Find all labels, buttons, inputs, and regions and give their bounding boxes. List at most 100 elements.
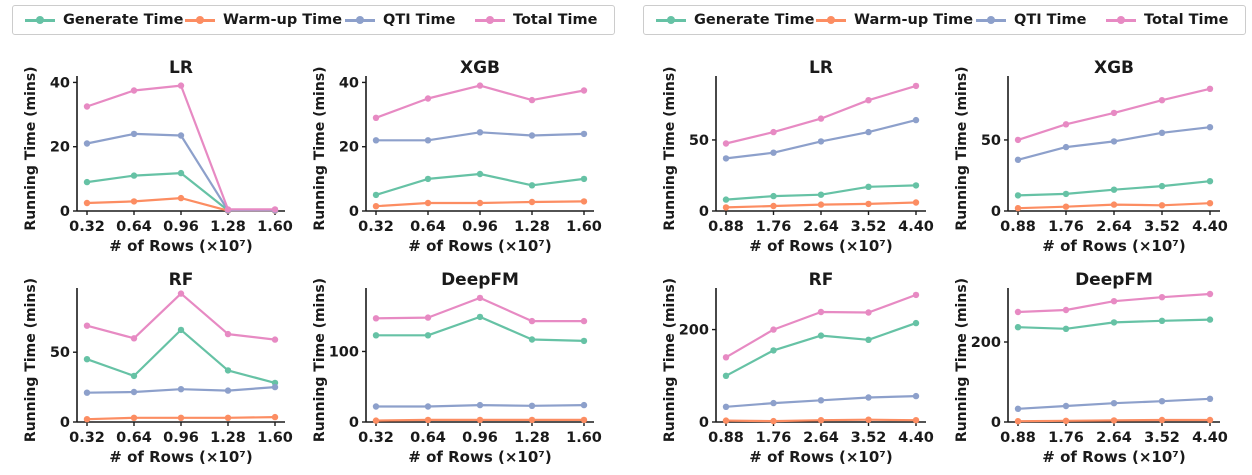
data-point-total	[528, 317, 536, 325]
data-point-qti	[424, 403, 432, 410]
data-point-total	[83, 322, 91, 329]
series-line-total	[725, 84, 917, 145]
data-point-qti	[817, 397, 825, 404]
subplot-title: XGB	[1094, 58, 1134, 78]
data-point-qti	[912, 116, 920, 124]
data-point-generate	[1062, 325, 1070, 332]
legend-swatch-generate	[656, 13, 686, 27]
data-point-generate	[722, 372, 730, 379]
x-tick-label: 4.40	[1192, 219, 1228, 235]
y-tick-label: 0	[699, 415, 709, 431]
data-point-generate	[177, 169, 185, 177]
subplot-left-xgb: XGB 0 20 40 0.32 0.64 0.96 1.28 1.60 # of Rows (×…	[312, 58, 602, 255]
x-tick-label: 0.32	[69, 430, 105, 446]
x-tick-label: 0.88	[1000, 219, 1036, 235]
x-axis-label: # of Rows (×10⁷)	[1042, 237, 1185, 255]
data-point-total	[130, 335, 138, 342]
subplot-left-rf: RF 0 50 0.32 0.64 0.96 1.28 1.60 # of Rows (×10⁷…	[23, 270, 293, 466]
data-point-warmup	[476, 416, 484, 424]
data-point-qti	[770, 149, 777, 156]
series-line-generate	[725, 322, 917, 377]
y-tick-label: 40	[50, 75, 70, 91]
data-point-warmup	[424, 199, 432, 207]
data-point-total	[912, 82, 920, 90]
data-point-qti	[1110, 400, 1118, 407]
legend-swatch-warmup	[816, 13, 846, 27]
y-axis-label: Running Time (mins)	[23, 66, 39, 230]
data-point-total	[580, 87, 588, 94]
y-tick-label: 0	[349, 204, 359, 220]
data-point-qti	[372, 137, 380, 144]
y-tick-label: 50	[981, 133, 1001, 149]
series-line-total	[86, 84, 275, 211]
data-point-generate	[372, 332, 380, 339]
legend-label: QTI Time	[1014, 12, 1087, 28]
x-tick-label: 0.64	[116, 219, 152, 235]
legend-swatch-warmup	[185, 13, 215, 27]
y-tick-label: 0	[60, 204, 70, 220]
data-point-total	[817, 308, 825, 316]
data-point-warmup	[865, 416, 872, 423]
y-tick-label: 20	[339, 140, 359, 156]
data-point-total	[722, 140, 730, 147]
data-point-generate	[1014, 192, 1022, 199]
data-point-generate	[1110, 186, 1118, 193]
y-tick-label: 0	[60, 415, 70, 431]
x-tick-label: 3.52	[1144, 219, 1180, 235]
data-point-generate	[1158, 182, 1166, 190]
legend-label: Generate Time	[63, 12, 184, 28]
data-point-total	[1062, 306, 1070, 314]
data-point-total	[817, 115, 825, 122]
data-point-generate	[580, 175, 588, 183]
data-point-qti	[177, 386, 185, 393]
data-point-total	[1158, 97, 1166, 104]
data-point-generate	[580, 337, 588, 345]
y-tick-label: 100	[329, 344, 359, 360]
x-tick-label: 1.60	[566, 219, 602, 235]
data-point-qti	[83, 140, 91, 147]
y-axis-label: Running Time (mins)	[662, 66, 678, 230]
data-point-warmup	[1206, 416, 1214, 424]
data-point-total	[580, 317, 588, 325]
data-point-total	[224, 330, 232, 338]
data-point-generate	[912, 182, 920, 189]
y-axis-label: Running Time (mins)	[662, 278, 678, 442]
data-point-total	[372, 315, 380, 322]
data-point-total	[1014, 308, 1022, 316]
data-point-generate	[817, 332, 825, 339]
data-point-total	[722, 354, 730, 361]
data-point-total	[1206, 290, 1214, 298]
data-point-generate	[224, 367, 232, 374]
data-point-warmup	[912, 417, 920, 424]
legend-swatch-generate	[25, 13, 55, 27]
x-tick-label: 1.28	[210, 219, 246, 235]
y-tick-label: 40	[339, 75, 359, 91]
data-point-total	[912, 291, 920, 299]
data-point-warmup	[372, 203, 380, 210]
data-point-generate	[424, 175, 432, 183]
x-axis-label: # of Rows (×10⁷)	[109, 237, 252, 255]
data-point-warmup	[1014, 205, 1022, 212]
data-point-qti	[424, 137, 432, 144]
data-point-qti	[722, 155, 730, 162]
x-axis-label: # of Rows (×10⁷)	[1042, 448, 1185, 466]
data-point-generate	[83, 356, 91, 363]
data-point-warmup	[528, 416, 536, 424]
data-point-qti	[1110, 138, 1118, 145]
x-tick-label: 0.64	[116, 430, 152, 446]
subplot-title: RF	[169, 270, 194, 290]
x-tick-label: 0.88	[1000, 430, 1036, 446]
data-point-total	[1014, 136, 1022, 144]
x-axis-label: # of Rows (×10⁷)	[749, 448, 892, 466]
data-point-generate	[912, 319, 920, 327]
legend-swatch-total	[475, 13, 505, 27]
data-point-total	[424, 95, 432, 102]
data-point-warmup	[580, 416, 588, 424]
data-point-qti	[770, 399, 777, 407]
x-tick-label: 0.96	[462, 430, 498, 446]
x-tick-label: 1.60	[257, 430, 293, 446]
data-point-generate	[1014, 324, 1022, 331]
data-point-warmup	[770, 202, 777, 210]
data-point-total	[770, 128, 777, 136]
